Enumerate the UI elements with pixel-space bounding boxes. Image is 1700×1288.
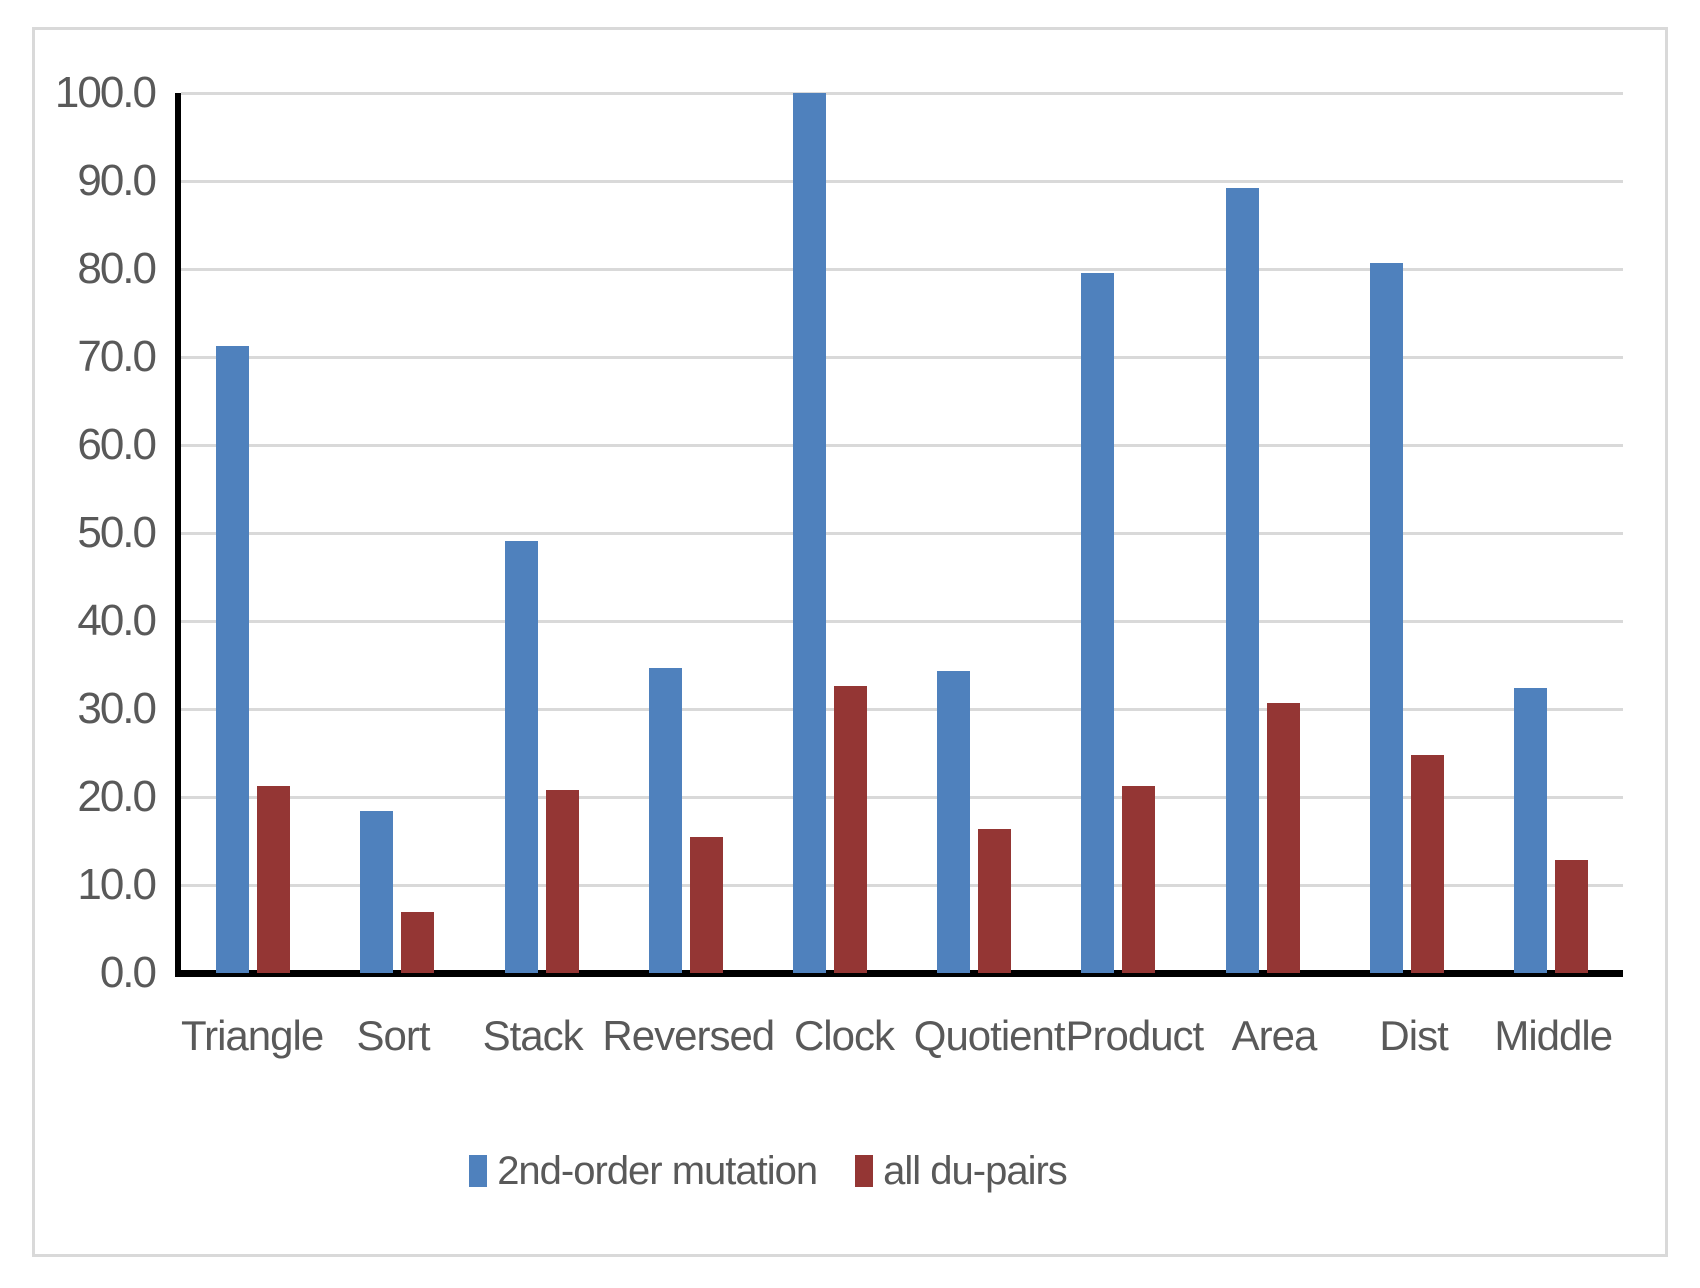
bar-2nd-order-mutation-reversed: [648, 668, 682, 973]
y-axis-tick-label: 60.0: [77, 420, 157, 469]
category-cell-area: [1190, 93, 1334, 973]
legend-label-all-du-pairs: all du-pairs: [883, 1149, 1068, 1193]
gridline: [181, 532, 1623, 535]
gridline: [181, 180, 1623, 183]
bar-all-du-pairs-product: [1122, 786, 1156, 973]
legend-swatch-all-du-pairs: [855, 1155, 874, 1187]
category-cell-quotient: [902, 93, 1046, 973]
category-cell-stack: [469, 93, 613, 973]
bar-2nd-order-mutation-stack: [504, 541, 538, 973]
gridline: [181, 268, 1623, 271]
bar-all-du-pairs-reversed: [689, 837, 723, 973]
x-axis-line: [175, 970, 1623, 977]
gridline: [181, 444, 1623, 447]
y-axis-tick-label: 80.0: [77, 244, 157, 293]
legend-label-2nd-order-mutation: 2nd-order mutation: [497, 1149, 818, 1193]
category-cell-sort: [325, 93, 469, 973]
x-axis-label-clock: Clock: [793, 1012, 895, 1059]
legend-swatch-2nd-order-mutation: [469, 1155, 488, 1187]
category-cell-clock: [758, 93, 902, 973]
bar-2nd-order-mutation-area: [1225, 188, 1259, 973]
y-axis-tick-label: 90.0: [77, 156, 157, 205]
category-cell-middle: [1479, 93, 1623, 973]
y-axis-tick-label: 70.0: [77, 332, 157, 381]
x-axis-label-product: Product: [1065, 1012, 1204, 1059]
bar-2nd-order-mutation-product: [1081, 273, 1115, 973]
x-axis-label-quotient: Quotient: [913, 1012, 1066, 1059]
bar-2nd-order-mutation-quotient: [937, 671, 971, 973]
bar-2nd-order-mutation-dist: [1369, 263, 1403, 973]
legend-item-all-du-pairs: all du-pairs: [855, 1148, 1068, 1194]
y-axis-tick-label: 20.0: [77, 772, 157, 821]
bar-all-du-pairs-sort: [401, 912, 435, 973]
category-cell-reversed: [614, 93, 758, 973]
gridline: [181, 796, 1623, 799]
y-axis-line: [175, 93, 181, 977]
bar-all-du-pairs-dist: [1410, 755, 1444, 973]
y-axis-tick-label: 10.0: [77, 860, 157, 909]
bar-all-du-pairs-triangle: [257, 786, 291, 973]
x-axis-label-triangle: Triangle: [181, 1012, 324, 1059]
x-axis-label-reversed: Reversed: [602, 1012, 775, 1059]
x-axis-label-dist: Dist: [1379, 1012, 1448, 1059]
bar-2nd-order-mutation-middle: [1513, 688, 1547, 973]
legend-item-2nd-order-mutation: 2nd-order mutation: [469, 1148, 818, 1194]
category-cell-product: [1046, 93, 1190, 973]
chart-frame: 0.0 10.0 20.0 30.0 40.0 50.0 60.0 70.0 80.0 90.0 1…: [32, 27, 1668, 1257]
plot-area: [181, 92, 1623, 973]
x-axis-labels: Triangle Sort Stack Reversed Clock Quotient Pr…: [181, 1008, 1623, 1068]
bar-all-du-pairs-stack: [545, 790, 579, 973]
gridline: [181, 620, 1623, 623]
legend: 2nd-order mutation all du-pairs: [0, 1148, 1583, 1194]
gridline: [181, 92, 1623, 95]
bar-2nd-order-mutation-triangle: [216, 346, 250, 973]
gridline: [181, 356, 1623, 359]
bars-container: [181, 93, 1623, 973]
x-axis-label-sort: Sort: [356, 1012, 430, 1059]
gridline: [181, 884, 1623, 887]
category-cell-dist: [1335, 93, 1479, 973]
bar-all-du-pairs-quotient: [978, 829, 1012, 973]
category-cell-triangle: [181, 93, 325, 973]
x-axis-label-stack: Stack: [482, 1012, 584, 1059]
gridline: [181, 708, 1623, 711]
y-axis-tick-label: 40.0: [77, 596, 157, 645]
y-axis-tick-label: 30.0: [77, 684, 157, 733]
bar-2nd-order-mutation-clock: [792, 93, 826, 973]
y-axis-tick-label: 100.0: [54, 68, 157, 117]
bar-all-du-pairs-clock: [833, 686, 867, 973]
bar-all-du-pairs-middle: [1554, 860, 1588, 973]
bar-2nd-order-mutation-sort: [360, 811, 394, 973]
y-axis-tick-label: 0.0: [99, 948, 157, 997]
x-axis-label-middle: Middle: [1494, 1012, 1613, 1059]
x-axis-label-area: Area: [1231, 1012, 1318, 1059]
y-axis-tick-label: 50.0: [77, 508, 157, 557]
bar-all-du-pairs-area: [1266, 703, 1300, 973]
